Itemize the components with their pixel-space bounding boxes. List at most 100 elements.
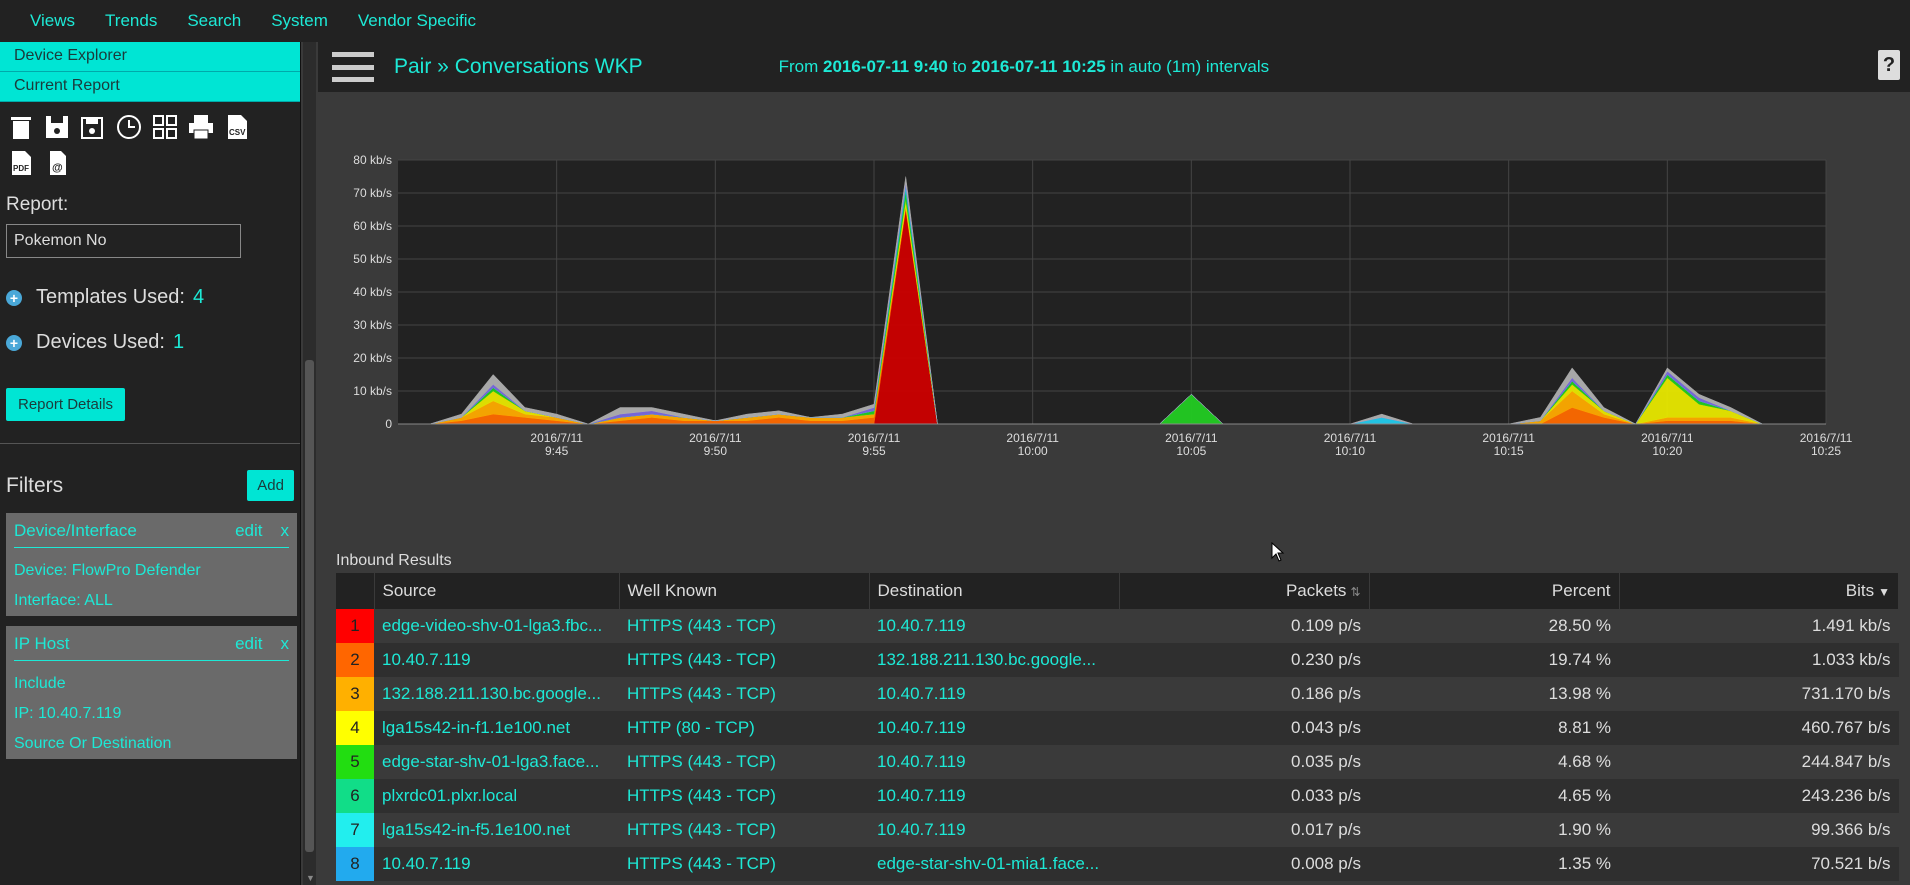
nav-search[interactable]: Search [187,11,242,30]
source-cell[interactable]: lga15s42-in-f1.1e100.net [374,711,619,745]
source-cell[interactable]: plxrdc01.plxr.local [374,779,619,813]
templates-label: Templates Used: [36,286,185,308]
divider [0,443,300,444]
source-cell[interactable]: edge-video-shv-01-lga3.fbc... [374,609,619,643]
source-cell[interactable]: 10.40.7.119 [374,847,619,881]
well-known-cell[interactable]: HTTPS (443 - TCP) [619,813,869,847]
current-report-link[interactable]: Current Report [0,72,300,102]
report-details-button[interactable]: Report Details [6,388,126,421]
source-cell[interactable]: 10.40.7.119 [374,643,619,677]
y-tick-label: 60 kb/s [353,219,392,233]
well-known-cell[interactable]: HTTPS (443 - TCP) [619,609,869,643]
help-icon[interactable]: ? [1878,50,1900,80]
save-icon[interactable] [40,110,74,144]
destination-cell[interactable]: 132.188.211.130.bc.google... [869,643,1119,677]
destination-cell[interactable]: 10.40.7.119 [869,779,1119,813]
packets-cell: 0.008 p/s [1119,847,1369,881]
filter-edit-link[interactable]: edit [235,634,263,653]
sort-icon[interactable]: ⇅ [1350,585,1361,599]
well-known-cell[interactable]: HTTPS (443 - TCP) [619,643,869,677]
results-label: Inbound Results [336,552,452,569]
table-row[interactable]: 7 lga15s42-in-f5.1e100.net HTTPS (443 - TC… [336,813,1899,847]
well-known-cell[interactable]: HTTPS (443 - TCP) [619,677,869,711]
well-known-cell[interactable]: HTTPS (443 - TCP) [619,779,869,813]
range-to-label: to [952,57,967,76]
destination-cell[interactable]: 10.40.7.119 [869,711,1119,745]
col-source[interactable]: Source [374,573,620,609]
destination-cell[interactable]: 10.40.7.119 [869,813,1119,847]
add-filter-button[interactable]: Add [247,470,294,501]
sort-desc-icon[interactable]: ▼ [1878,585,1890,599]
x-tick-label: 10:00 [1018,444,1048,458]
destination-cell[interactable]: 10.40.7.119 [869,677,1119,711]
page-title: Pair » Conversations WKP [394,55,643,78]
table-row[interactable]: 1 edge-video-shv-01-lga3.fbc... HTTPS (443… [336,609,1899,643]
destination-cell[interactable]: edge-star-shv-01-mia1.face... [869,847,1119,881]
x-tick-label: 2016/7/11 [1165,431,1218,445]
y-tick-label: 70 kb/s [353,186,392,200]
table-row[interactable]: 4 lga15s42-in-f1.1e100.net HTTP (80 - TCP)… [336,711,1899,745]
col-well-known[interactable]: Well Known [619,573,870,609]
source-cell[interactable]: lga15s42-in-f5.1e100.net [374,813,619,847]
table-row[interactable]: 2 10.40.7.119 HTTPS (443 - TCP) 132.188.211… [336,643,1899,677]
csv-icon[interactable]: CSV [220,110,254,144]
filter-remove-link[interactable]: x [280,634,290,653]
time-range[interactable]: From 2016-07-11 9:40 to 2016-07-11 10:25… [779,57,1270,77]
y-tick-label: 80 kb/s [353,153,392,167]
trash-icon[interactable] [4,110,38,144]
expand-plus-icon[interactable]: + [6,334,22,351]
device-explorer-link[interactable]: Device Explorer [0,42,300,72]
expand-plus-icon[interactable]: + [6,289,22,306]
source-cell[interactable]: edge-star-shv-01-lga3.face... [374,745,619,779]
bits-cell: 244.847 b/s [1619,745,1899,779]
sidebar-scrollbar[interactable]: ▼ [303,42,316,885]
packets-cell: 0.109 p/s [1119,609,1369,643]
pdf-icon[interactable]: PDF [4,146,38,180]
percent-cell: 4.65 % [1369,779,1619,813]
grid-icon[interactable] [148,110,182,144]
results-table: Source Well Known Destination Packets ⇅ P… [336,573,1899,881]
filter-edit-link[interactable]: edit [235,521,263,540]
col-packets[interactable]: Packets ⇅ [1119,573,1370,609]
well-known-cell[interactable]: HTTP (80 - TCP) [619,711,869,745]
destination-cell[interactable]: 10.40.7.119 [869,745,1119,779]
scrollbar-thumb[interactable] [305,360,314,852]
destination-cell[interactable]: 10.40.7.119 [869,609,1119,643]
source-cell[interactable]: 132.188.211.130.bc.google... [374,677,619,711]
report-name-input[interactable] [6,224,241,258]
col-bits[interactable]: Bits ▼ [1619,573,1899,609]
svg-text:@: @ [52,162,63,174]
well-known-cell[interactable]: HTTPS (443 - TCP) [619,847,869,881]
nav-vendor-specific[interactable]: Vendor Specific [357,11,477,30]
col-destination[interactable]: Destination [869,573,1120,609]
row-index: 7 [336,813,374,847]
traffic-chart[interactable]: 0 10 kb/s 20 kb/s 30 kb/s 40 kb/s 50 kb/s 60 k… [326,130,1866,570]
nav-trends[interactable]: Trends [105,11,158,30]
scroll-down-arrow-icon[interactable]: ▼ [306,873,315,883]
percent-cell: 4.68 % [1369,745,1619,779]
menu-icon[interactable] [332,52,374,82]
well-known-cell[interactable]: HTTPS (443 - TCP) [619,745,869,779]
table-row[interactable]: 6 plxrdc01.plxr.local HTTPS (443 - TCP) 10.… [336,779,1899,813]
table-row[interactable]: 5 edge-star-shv-01-lga3.face... HTTPS (443… [336,745,1899,779]
x-tick-label: 10:15 [1494,444,1524,458]
nav-views[interactable]: Views [30,11,76,30]
save-as-icon[interactable] [76,110,110,144]
col-packets-label: Packets [1285,581,1347,600]
range-from: 2016-07-11 9:40 [823,57,948,76]
devices-used[interactable]: + Devices Used: 1 [6,331,300,354]
templates-used[interactable]: + Templates Used: 4 [6,286,300,309]
col-percent[interactable]: Percent [1369,573,1620,609]
email-icon[interactable]: @ [40,146,74,180]
nav-system[interactable]: System [271,11,328,30]
table-row[interactable]: 8 10.40.7.119 HTTPS (443 - TCP) edge-star-s… [336,847,1899,881]
filter-remove-link[interactable]: x [280,521,290,540]
print-icon[interactable] [184,110,218,144]
sidebar: Device Explorer Current Report CSV PDF @… [0,42,301,885]
table-row[interactable]: 3 132.188.211.130.bc.google... HTTPS (443 … [336,677,1899,711]
clock-icon[interactable] [112,110,146,144]
range-suffix: in auto (1m) intervals [1110,57,1270,76]
svg-text:CSV: CSV [229,128,246,137]
templates-count: 4 [192,286,205,308]
row-index: 2 [336,643,374,677]
